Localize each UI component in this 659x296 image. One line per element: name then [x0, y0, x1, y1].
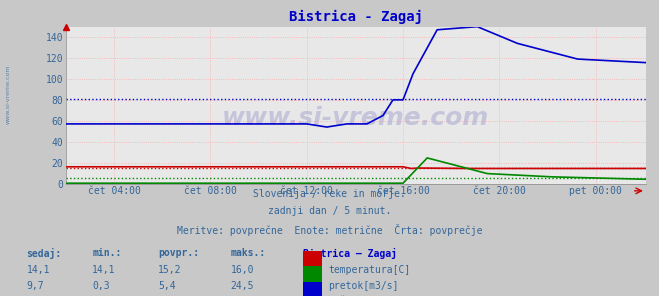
FancyBboxPatch shape	[303, 282, 322, 296]
FancyBboxPatch shape	[303, 266, 322, 282]
Text: zadnji dan / 5 minut.: zadnji dan / 5 minut.	[268, 206, 391, 216]
Text: 15,2: 15,2	[158, 265, 182, 275]
Text: temperatura[C]: temperatura[C]	[328, 265, 411, 275]
Text: 0,3: 0,3	[92, 281, 110, 291]
Text: Slovenija / reke in morje.: Slovenija / reke in morje.	[253, 189, 406, 199]
Text: povpr.:: povpr.:	[158, 248, 199, 258]
Text: pretok[m3/s]: pretok[m3/s]	[328, 281, 399, 291]
Text: www.si-vreme.com: www.si-vreme.com	[222, 106, 490, 130]
Text: Meritve: povprečne  Enote: metrične  Črta: povprečje: Meritve: povprečne Enote: metrične Črta:…	[177, 224, 482, 236]
Text: maks.:: maks.:	[231, 248, 266, 258]
Text: 14,1: 14,1	[26, 265, 50, 275]
Text: www.si-vreme.com: www.si-vreme.com	[5, 65, 11, 125]
Title: Bistrica - Zagaj: Bistrica - Zagaj	[289, 10, 423, 24]
Text: sedaj:: sedaj:	[26, 248, 61, 259]
Text: 24,5: 24,5	[231, 281, 254, 291]
Text: min.:: min.:	[92, 248, 122, 258]
Text: Bistrica – Zagaj: Bistrica – Zagaj	[303, 248, 397, 259]
FancyBboxPatch shape	[303, 251, 322, 266]
Text: 5,4: 5,4	[158, 281, 176, 291]
Text: 14,1: 14,1	[92, 265, 116, 275]
Text: 9,7: 9,7	[26, 281, 44, 291]
Text: 16,0: 16,0	[231, 265, 254, 275]
